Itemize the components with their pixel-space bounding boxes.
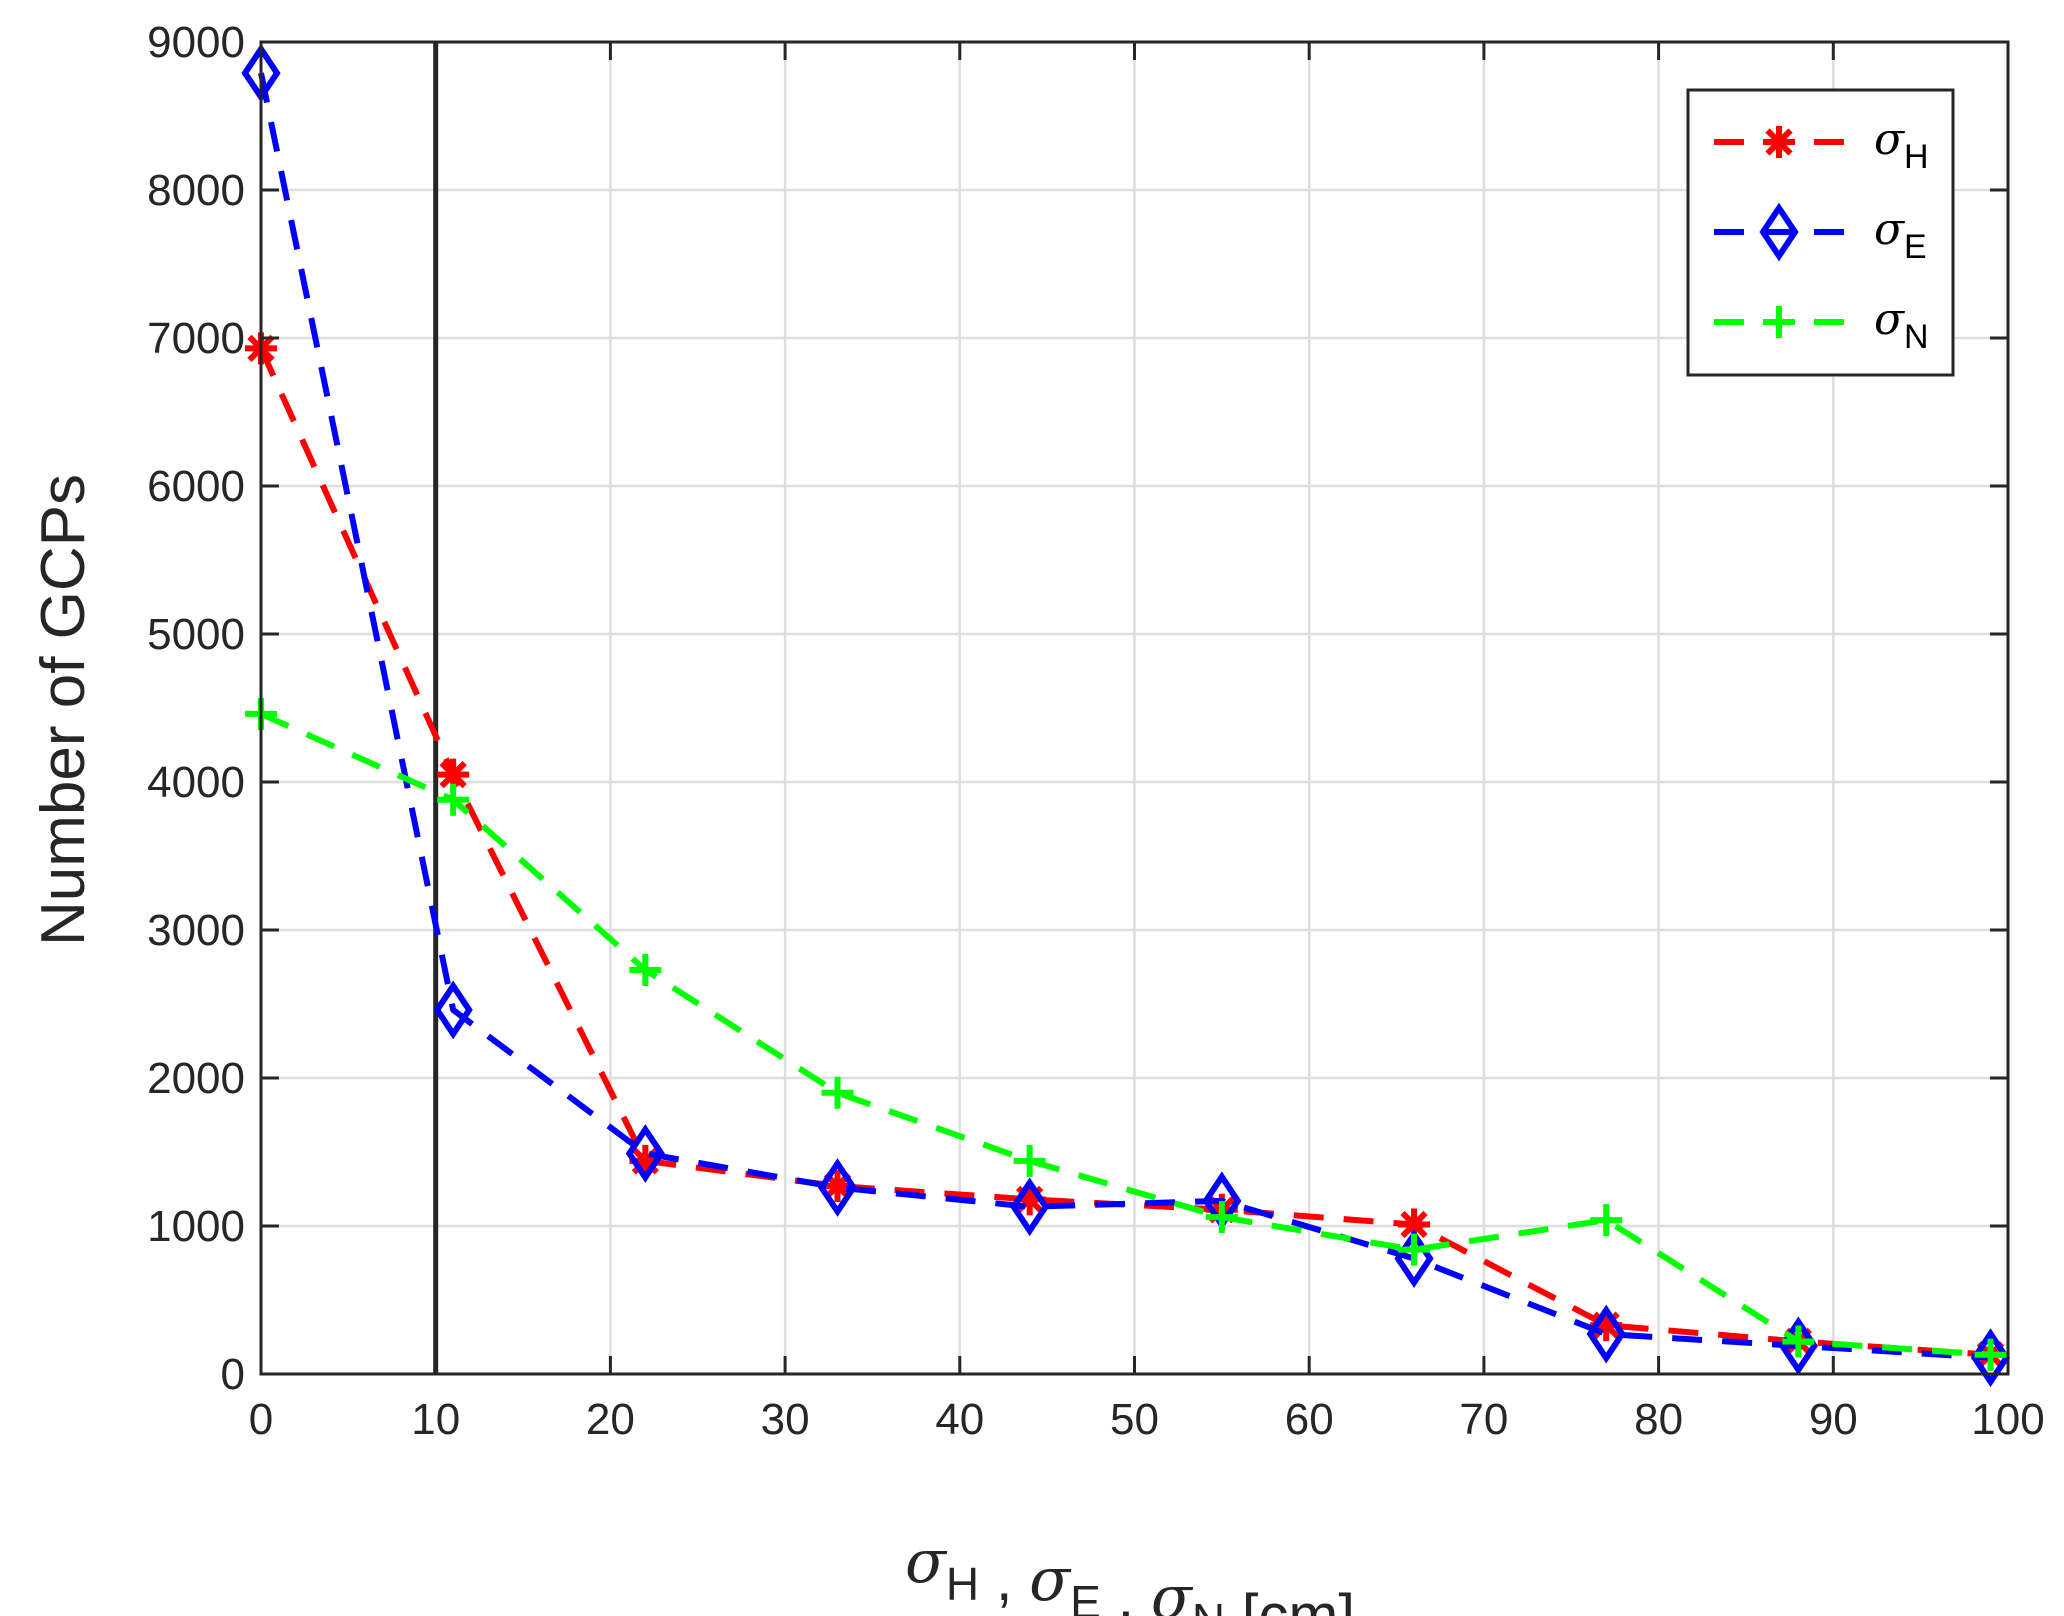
legend-label: σN — [1874, 294, 1929, 356]
x-axis-title: σH , σE , σN [cm] — [905, 1527, 1355, 1616]
data-point-sigma-n — [821, 1076, 854, 1109]
data-point-sigma-n — [1974, 1338, 2007, 1371]
legend: σH σE σN — [1686, 88, 1955, 377]
x-tick-label: 30 — [761, 1395, 810, 1444]
series-line-sigma-n — [259, 711, 1991, 1358]
data-point-sigma-n — [1013, 1144, 1046, 1177]
legend-label: σH — [1874, 114, 1929, 176]
y-tick-label: 5000 — [147, 610, 245, 659]
data-point-sigma-n — [1205, 1201, 1238, 1234]
y-tick-label: 3000 — [147, 906, 245, 955]
y-tick-label: 1000 — [147, 1202, 245, 1251]
legend-entry-sigma-h: σH — [1714, 114, 1929, 176]
axis-ticks — [259, 40, 2010, 1376]
x-tick-label: 60 — [1285, 1395, 1334, 1444]
data-point-sigma-e — [1010, 1177, 1050, 1237]
x-tick-label: 90 — [1809, 1395, 1858, 1444]
y-tick-labels: 0 1000 2000 3000 4000 5000 6000 7000 8000 9000 — [147, 18, 245, 1399]
y-tick-label: 7000 — [147, 314, 245, 363]
data-point-sigma-e — [1586, 1304, 1626, 1364]
legend-entry-sigma-e: σE — [1714, 202, 1927, 266]
data-point-sigma-n — [1590, 1204, 1623, 1237]
legend-label: σE — [1874, 204, 1927, 266]
x-tick-labels: 0 10 20 30 40 50 60 70 80 90 100 — [249, 1395, 2045, 1444]
legend-entry-sigma-n: σN — [1714, 294, 1929, 356]
series-line-sigma-e — [258, 72, 1991, 1361]
series-sigma-n — [245, 697, 2007, 1371]
data-point-sigma-e — [817, 1158, 858, 1217]
legend-marker — [1759, 202, 1799, 262]
data-point-sigma-n — [629, 953, 662, 986]
series-layer — [241, 43, 2011, 1388]
y-tick-label: 9000 — [147, 18, 245, 67]
y-tick-label: 8000 — [147, 166, 245, 215]
x-tick-label: 0 — [249, 1395, 273, 1444]
y-tick-label: 4000 — [147, 758, 245, 807]
x-tick-label: 10 — [411, 1395, 460, 1444]
data-point-sigma-e — [625, 1124, 665, 1183]
x-tick-label: 50 — [1110, 1395, 1159, 1444]
legend-marker — [1763, 126, 1795, 158]
data-point-sigma-n — [1398, 1233, 1431, 1266]
x-tick-label: 70 — [1459, 1395, 1508, 1444]
legend-marker — [1763, 306, 1795, 338]
data-point-sigma-h — [1398, 1208, 1431, 1241]
y-tick-label: 6000 — [147, 462, 245, 511]
data-point-sigma-h — [437, 758, 470, 791]
x-tick-label: 40 — [935, 1395, 984, 1444]
y-axis-title: Number of GCPs — [29, 474, 98, 946]
y-tick-label: 0 — [221, 1350, 245, 1399]
x-tick-label: 20 — [586, 1395, 635, 1444]
x-tick-label: 80 — [1634, 1395, 1683, 1444]
data-point-sigma-n — [1782, 1325, 1815, 1358]
x-tick-label: 100 — [1971, 1395, 2044, 1444]
data-point-sigma-n — [437, 783, 470, 816]
data-point-sigma-e — [433, 980, 473, 1040]
y-tick-label: 2000 — [147, 1054, 245, 1103]
data-point-sigma-e — [1970, 1328, 2011, 1388]
